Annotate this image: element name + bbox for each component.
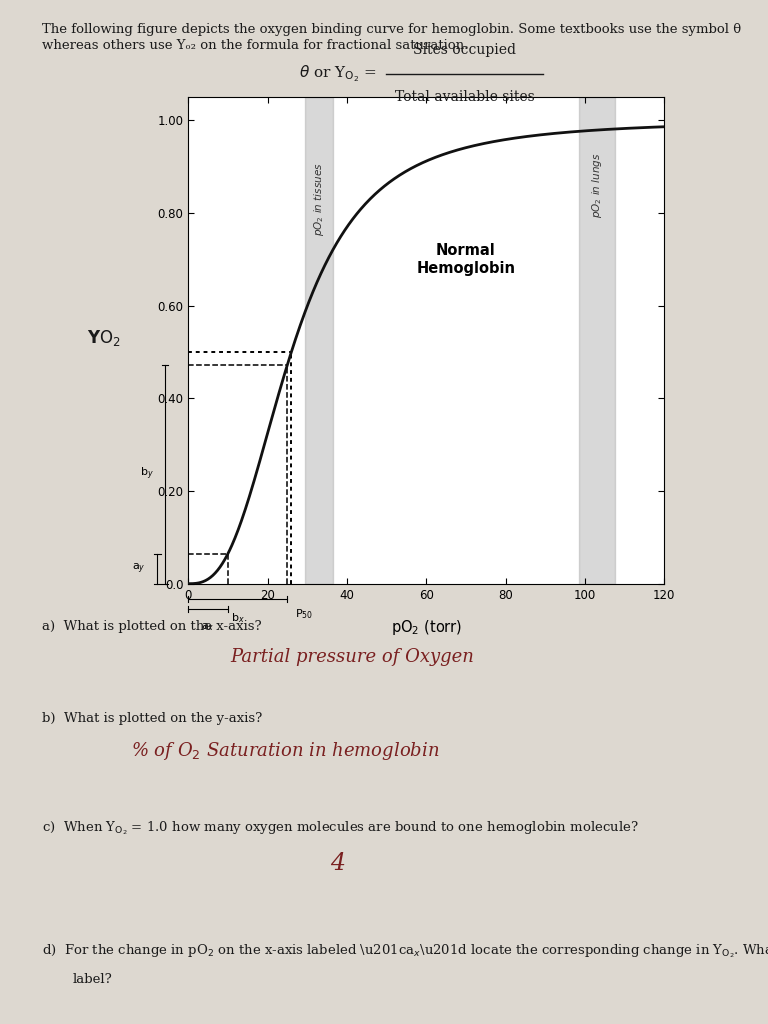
- Text: 4: 4: [330, 852, 346, 874]
- Text: b)  What is plotted on the y-axis?: b) What is plotted on the y-axis?: [42, 712, 263, 725]
- Text: a$_x$: a$_x$: [201, 622, 215, 634]
- Text: % of O$_2$ Saturation in hemoglobin: % of O$_2$ Saturation in hemoglobin: [131, 740, 439, 762]
- Text: Normal
Hemoglobin: Normal Hemoglobin: [416, 244, 515, 275]
- Text: Y$\rm O_2$: Y$\rm O_2$: [87, 328, 121, 348]
- Text: whereas others use Yₒ₂ on the formula for fractional saturation.: whereas others use Yₒ₂ on the formula fo…: [42, 39, 468, 52]
- Text: label?: label?: [73, 973, 113, 986]
- Text: Total available sites: Total available sites: [395, 90, 535, 104]
- Text: a$_y$: a$_y$: [132, 561, 146, 575]
- Text: b$_x$: b$_x$: [231, 611, 245, 625]
- Text: pO$_2$ in tissues: pO$_2$ in tissues: [312, 163, 326, 237]
- Text: Sites occupied: Sites occupied: [413, 43, 516, 57]
- Text: c)  When Y$_{\rm O_2}$ = 1.0 how many oxygen molecules are bound to one hemoglob: c) When Y$_{\rm O_2}$ = 1.0 how many oxy…: [42, 819, 639, 837]
- Text: $\theta$ or Y$_{\rm O_2}$ =: $\theta$ or Y$_{\rm O_2}$ =: [299, 63, 376, 84]
- Text: pO$_2$ in lungs: pO$_2$ in lungs: [590, 153, 604, 218]
- Text: a)  What is plotted on the x-axis?: a) What is plotted on the x-axis?: [42, 620, 262, 633]
- Text: b$_y$: b$_y$: [140, 466, 154, 482]
- X-axis label: pO$_2$ (torr): pO$_2$ (torr): [391, 618, 462, 637]
- Text: Partial pressure of Oxygen: Partial pressure of Oxygen: [230, 648, 475, 667]
- Bar: [579, 97, 614, 584]
- Text: The following figure depicts the oxygen binding curve for hemoglobin. Some textb: The following figure depicts the oxygen …: [42, 23, 741, 36]
- Bar: [305, 97, 333, 584]
- Text: P$_{50}$: P$_{50}$: [295, 607, 313, 621]
- Text: d)  For the change in pO$_2$ on the x-axis labeled \u201ca$_x$\u201d locate the : d) For the change in pO$_2$ on the x-axi…: [42, 942, 768, 959]
